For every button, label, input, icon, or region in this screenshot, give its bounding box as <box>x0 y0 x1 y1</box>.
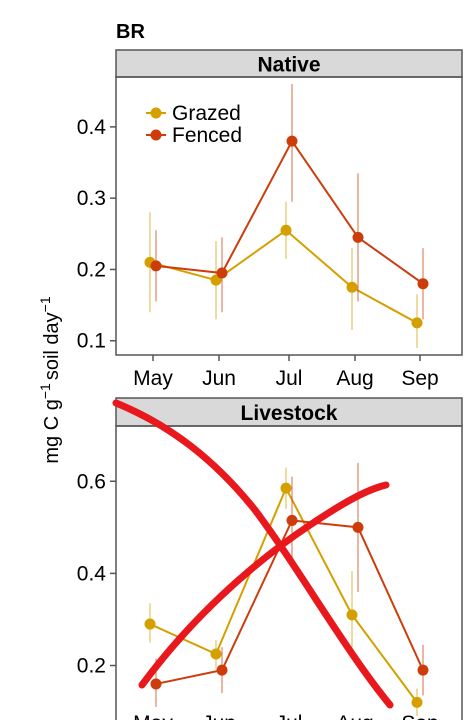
y-tick-label: 0.1 <box>77 330 106 353</box>
x-tick-label: Jun <box>202 367 236 390</box>
y-axis-label-exp2: −1 <box>37 296 53 312</box>
panel-native: Native 0.1 0.2 0.3 0.4 May Jun Jul Aug Sep GrazedF… <box>77 49 463 390</box>
data-point-fenced <box>417 664 429 676</box>
data-point-grazed <box>280 482 292 494</box>
panel-strip <box>115 49 463 78</box>
data-point-fenced <box>150 260 162 272</box>
x-tick-label: Aug <box>336 712 373 720</box>
y-axis-label-mid: soil day <box>41 312 63 380</box>
legend-marker-fenced <box>150 129 162 141</box>
annotation-stroke-2 <box>138 481 390 689</box>
x-tick-label: Jul <box>276 712 303 720</box>
chart-title: BR <box>116 21 145 43</box>
data-point-fenced <box>417 278 429 290</box>
series-line-grazed <box>149 228 418 324</box>
data-point-fenced <box>352 521 364 533</box>
panel-strip-label: Native <box>257 54 320 77</box>
data-point-grazed <box>411 317 423 329</box>
data-point-grazed <box>346 281 358 293</box>
y-tick-label: 0.2 <box>77 655 106 678</box>
legend-marker-grazed <box>150 107 162 119</box>
series-line-fenced <box>155 519 424 685</box>
data-point-grazed <box>346 609 358 621</box>
y-tick-label: 0.3 <box>77 187 106 210</box>
annotation-strokes <box>112 399 394 709</box>
legend-label-grazed: Grazed <box>172 102 241 125</box>
y-axis-label-base: mg C g <box>41 399 63 463</box>
legend-label-fenced: Fenced <box>172 124 242 147</box>
x-tick-label: Aug <box>336 367 373 390</box>
annotation-stroke-1 <box>112 399 394 709</box>
x-tick-label: Sep <box>401 367 438 390</box>
y-tick-label: 0.6 <box>77 470 106 493</box>
data-point-fenced <box>216 267 228 279</box>
data-point-fenced <box>216 664 228 676</box>
data-point-grazed <box>210 648 222 660</box>
y-tick-label: 0.4 <box>77 116 107 139</box>
data-point-grazed <box>280 224 292 236</box>
x-tick-label: May <box>133 712 173 720</box>
data-point-grazed <box>411 696 423 708</box>
x-tick-label: May <box>133 367 173 390</box>
series-line-grazed <box>149 485 418 703</box>
data-point-fenced <box>150 678 162 690</box>
data-point-fenced <box>286 514 298 526</box>
y-axis-label-exp1: −1 <box>37 383 53 399</box>
y-tick-label: 0.2 <box>77 258 106 281</box>
y-axis-label: mg C g−1soil day−1 <box>37 296 63 463</box>
y-tick-label: 0.4 <box>77 562 107 585</box>
panel-strip <box>115 397 463 427</box>
data-point-fenced <box>286 135 298 147</box>
panel-strip-label: Livestock <box>241 402 338 425</box>
x-tick-label: Jun <box>202 712 236 720</box>
data-point-fenced <box>352 231 364 243</box>
plot-border <box>115 425 463 720</box>
x-tick-label: Jul <box>276 367 303 390</box>
series-line-fenced <box>155 139 424 285</box>
plot-border <box>115 76 463 356</box>
x-tick-label: Sep <box>401 712 438 720</box>
data-point-grazed <box>144 618 156 630</box>
panel-livestock: Livestock 0.2 0.4 0.6 May Jun Jul Aug Sep <box>77 397 463 720</box>
